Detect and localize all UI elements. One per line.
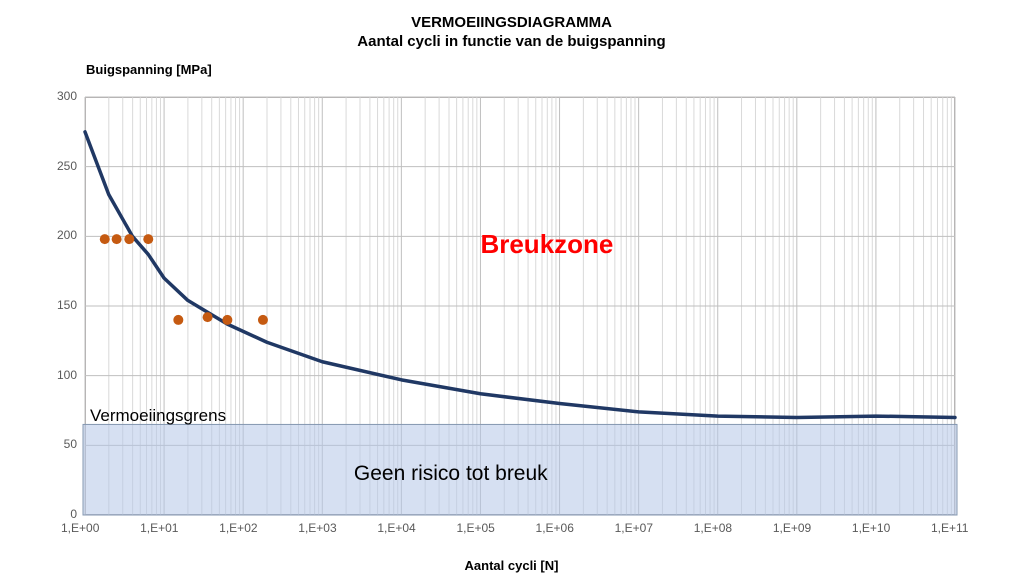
chart-page: VERMOEIINGSDIAGRAMMA Aantal cycli in fun… bbox=[0, 0, 1023, 587]
chart-svg bbox=[0, 0, 1023, 587]
y-tick: 300 bbox=[57, 89, 77, 103]
x-tick: 1,E+03 bbox=[298, 521, 336, 535]
x-tick: 1,E+00 bbox=[61, 521, 99, 535]
x-tick: 1,E+08 bbox=[694, 521, 732, 535]
y-tick: 200 bbox=[57, 228, 77, 242]
x-tick: 1,E+02 bbox=[219, 521, 257, 535]
y-tick: 100 bbox=[57, 368, 77, 382]
x-tick: 1,E+05 bbox=[456, 521, 494, 535]
x-tick: 1,E+10 bbox=[852, 521, 890, 535]
x-tick: 1,E+09 bbox=[773, 521, 811, 535]
x-tick: 1,E+04 bbox=[377, 521, 415, 535]
breukzone-label: Breukzone bbox=[480, 229, 613, 260]
x-tick: 1,E+01 bbox=[140, 521, 178, 535]
vermoeiingsgrens-label: Vermoeiingsgrens bbox=[90, 406, 226, 426]
y-tick: 0 bbox=[70, 507, 77, 521]
y-tick: 250 bbox=[57, 159, 77, 173]
x-tick: 1,E+06 bbox=[536, 521, 574, 535]
geen-risico-label: Geen risico tot breuk bbox=[354, 462, 548, 486]
y-tick: 150 bbox=[57, 298, 77, 312]
x-tick: 1,E+11 bbox=[931, 521, 968, 535]
y-tick: 50 bbox=[64, 437, 77, 451]
x-tick: 1,E+07 bbox=[615, 521, 653, 535]
